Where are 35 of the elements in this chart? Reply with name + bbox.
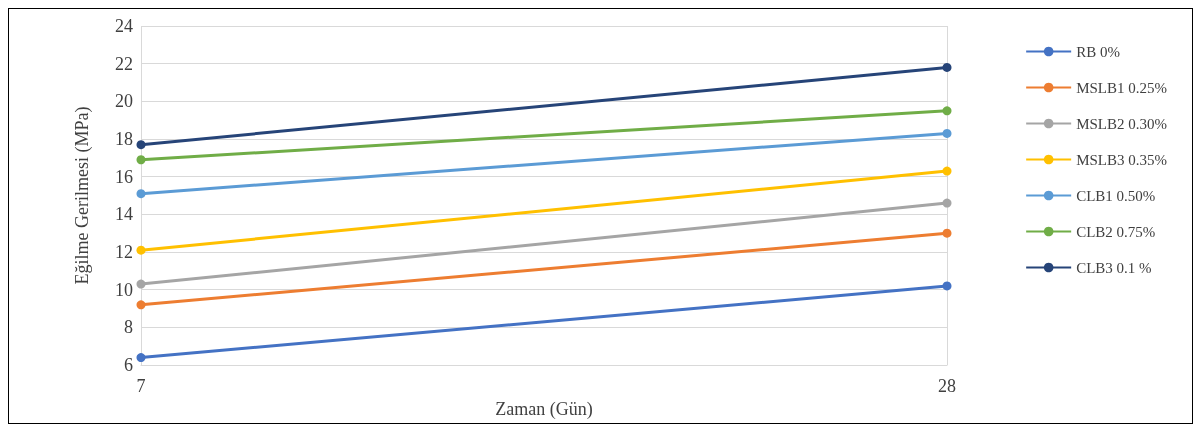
point — [942, 106, 952, 116]
point — [942, 62, 952, 72]
legend-label: RB 0% — [1076, 43, 1120, 60]
x-tick-label: 7 — [136, 376, 146, 397]
legend-label: CLB1 0.50% — [1076, 187, 1156, 204]
point — [942, 128, 952, 138]
y-tick-label: 18 — [115, 129, 133, 150]
legend-label: CLB2 0.75% — [1076, 223, 1156, 240]
point — [136, 155, 146, 165]
point — [942, 281, 952, 291]
y-tick-label: 6 — [124, 355, 133, 376]
point — [136, 189, 146, 199]
y-tick-label: 16 — [115, 166, 133, 187]
y-tick-label: 10 — [115, 279, 133, 300]
legend-label: MSLB2 0.30% — [1076, 115, 1167, 132]
legend-label: CLB3 0.1 % — [1076, 259, 1152, 276]
y-tick-label: 12 — [115, 242, 133, 263]
y-axis-title: Eğilme Gerilmesi (MPa) — [72, 106, 93, 285]
point — [942, 198, 952, 208]
point — [136, 279, 146, 289]
y-tick-label: 14 — [115, 204, 133, 225]
y-tick-label: 20 — [115, 91, 133, 112]
legend-label: MSLB1 0.25% — [1076, 79, 1167, 96]
legend-label: MSLB3 0.35% — [1076, 151, 1167, 168]
point — [942, 228, 952, 238]
y-tick-label: 24 — [115, 16, 133, 36]
x-tick-label: 28 — [938, 376, 956, 397]
point — [136, 353, 146, 363]
point — [136, 140, 146, 150]
point — [942, 166, 952, 176]
y-tick-label: 8 — [124, 317, 133, 338]
point — [136, 245, 146, 255]
y-tick-label: 22 — [115, 53, 133, 74]
x-axis-title: Zaman (Gün) — [495, 399, 593, 420]
point — [136, 300, 146, 310]
